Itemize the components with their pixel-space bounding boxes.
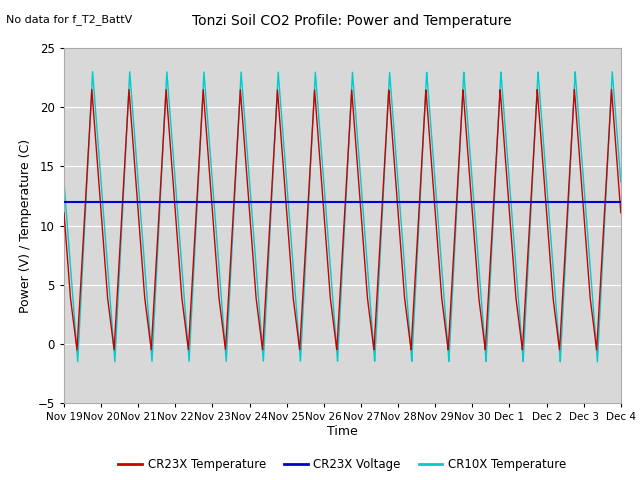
Legend: CR23X Temperature, CR23X Voltage, CR10X Temperature: CR23X Temperature, CR23X Voltage, CR10X …	[114, 453, 571, 476]
Text: TZ_soilco2: TZ_soilco2	[0, 479, 1, 480]
Text: No data for f_T2_BattV: No data for f_T2_BattV	[6, 14, 132, 25]
X-axis label: Time: Time	[327, 425, 358, 438]
Y-axis label: Power (V) / Temperature (C): Power (V) / Temperature (C)	[19, 139, 32, 312]
Text: Tonzi Soil CO2 Profile: Power and Temperature: Tonzi Soil CO2 Profile: Power and Temper…	[192, 14, 512, 28]
